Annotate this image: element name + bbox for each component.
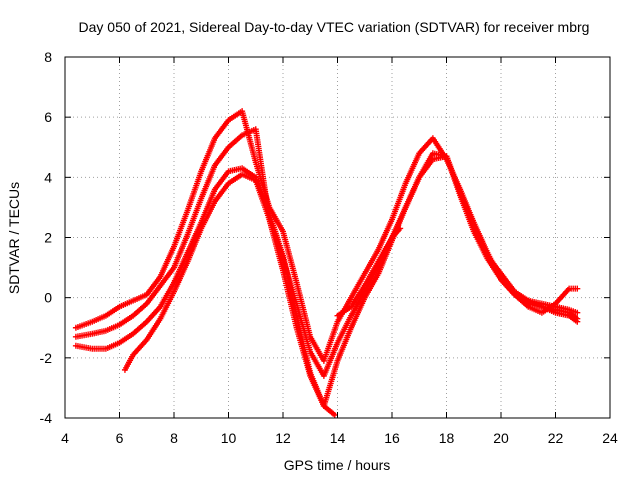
data-point (397, 225, 404, 232)
y-tick-label: -4 (40, 410, 53, 426)
y-tick-label: 8 (44, 49, 52, 65)
series-track-6 (511, 285, 581, 316)
x-tick-label: 14 (330, 430, 346, 446)
y-tick-label: 0 (44, 290, 52, 306)
y-tick-label: 6 (44, 109, 52, 125)
x-tick-label: 18 (439, 430, 455, 446)
series-track-1 (72, 108, 581, 364)
x-tick-label: 10 (221, 430, 237, 446)
x-tick-label: 4 (61, 430, 69, 446)
x-tick-label: 20 (493, 430, 509, 446)
x-tick-label: 24 (602, 430, 618, 446)
y-tick-label: 2 (44, 230, 52, 246)
data-point (574, 309, 581, 316)
x-tick-label: 6 (116, 430, 124, 446)
series-track-5 (334, 225, 404, 319)
data-marks (72, 108, 581, 418)
x-axis-label: GPS time / hours (284, 457, 391, 473)
series-track-4 (121, 171, 338, 418)
y-tick-label: 4 (44, 169, 52, 185)
y-axis-label: SDTVAR / TECUs (6, 182, 22, 294)
x-tick-label: 8 (170, 430, 178, 446)
data-point (574, 285, 581, 292)
y-tick-label: -2 (40, 350, 53, 366)
series-track-3 (72, 153, 581, 409)
data-point (574, 318, 581, 325)
data-point (331, 411, 338, 418)
x-tick-label: 16 (384, 430, 400, 446)
chart-title: Day 050 of 2021, Sidereal Day-to-day VTE… (79, 19, 590, 35)
x-tick-label: 12 (275, 430, 291, 446)
x-tick-label: 22 (548, 430, 564, 446)
series-track-2 (72, 126, 581, 379)
